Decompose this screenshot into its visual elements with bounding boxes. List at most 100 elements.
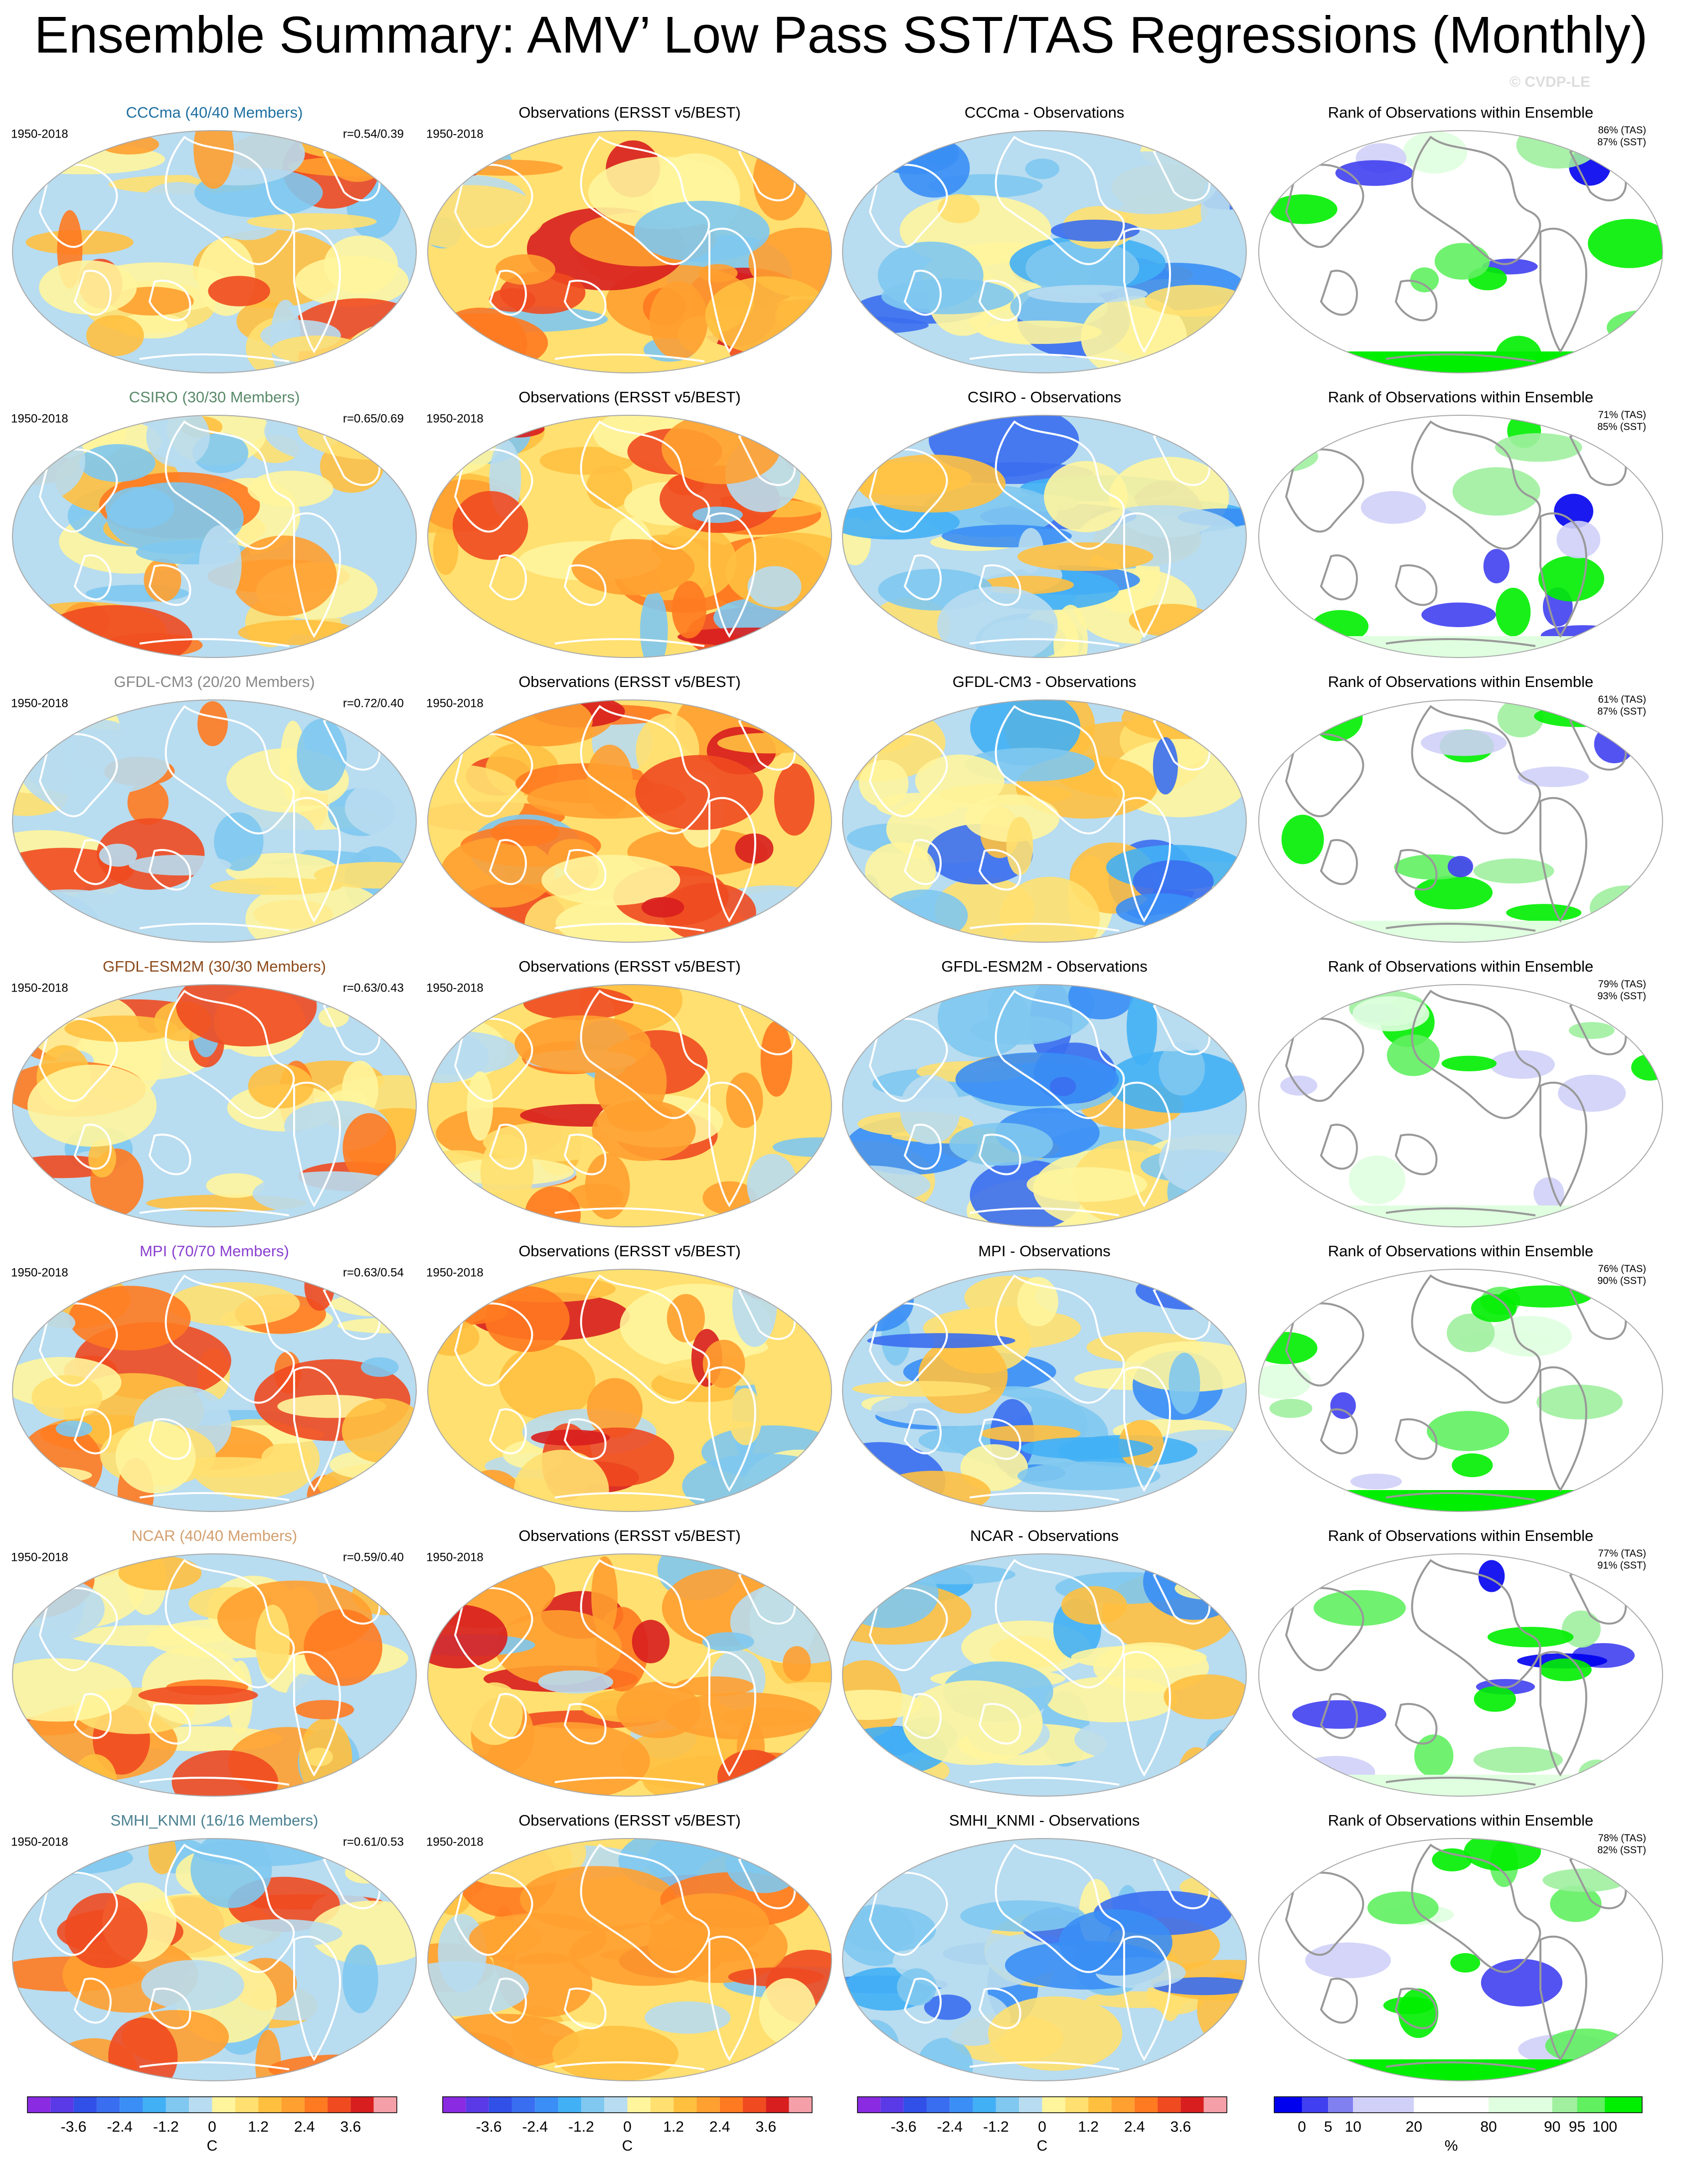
map-patch: [1539, 1658, 1592, 1681]
map-outline: [427, 1838, 832, 2081]
map-field: [842, 1554, 1246, 1796]
map-patch: [1025, 240, 1140, 296]
map-patch: [980, 1425, 1081, 1442]
map-patch: [15, 2021, 73, 2057]
map-patch: [1173, 1556, 1228, 1583]
correlation: r=0.65/0.69: [343, 412, 404, 425]
obs-period: 1950-2018: [426, 1835, 484, 1848]
map-patch: [1578, 1759, 1616, 1788]
map-panel: [427, 1838, 832, 2081]
colorbar-swatch: [1328, 2097, 1353, 2113]
colorbar-label: 0: [623, 2119, 632, 2135]
map-outline: [12, 1269, 417, 1512]
map-patch: [726, 1072, 763, 1128]
map-patch: [674, 1676, 754, 1696]
map-patch: [842, 1561, 939, 1628]
map-patch: [524, 1186, 581, 1227]
map-patch: [842, 1757, 906, 1795]
map-patch: [842, 883, 881, 928]
colorbar-swatch: [143, 2097, 166, 2113]
map-patch: [344, 778, 416, 838]
map-patch: [918, 1338, 1008, 1414]
map-patch: [568, 1183, 624, 1210]
map-panel: [427, 1269, 832, 1512]
colorbar-swatch: [1158, 2097, 1181, 2113]
map-patch: [86, 315, 144, 356]
map-outline: [12, 1553, 417, 1797]
map-patch: [210, 877, 342, 895]
model-title: GFDL-CM3 (20/20 Members): [114, 673, 315, 690]
colorbar-label: -1.2: [568, 2119, 594, 2135]
map-patch: [645, 2001, 731, 2034]
map-patch: [1017, 1277, 1058, 1327]
map-outline: [1258, 699, 1663, 943]
map-patch: [1006, 817, 1033, 875]
colorbar-swatch: [189, 2097, 212, 2113]
map-field: [428, 131, 832, 373]
map-outline: [1258, 984, 1663, 1227]
map-field: [12, 985, 416, 1227]
map-patch: [858, 760, 909, 808]
map-panel: [12, 1553, 417, 1797]
map-patch: [1049, 1077, 1076, 1096]
map-patch: [514, 1015, 651, 1073]
colorbar-label: 1.2: [248, 2119, 269, 2135]
map-patch: [193, 1839, 332, 1866]
map-patch: [552, 2025, 678, 2081]
map-panel: [427, 415, 832, 658]
map-panel: [842, 699, 1247, 943]
map-patch: [17, 1424, 103, 1505]
model-period: 1950-2018: [11, 1550, 68, 1564]
map-patch: [960, 1900, 1085, 1932]
map-field: [842, 700, 1246, 942]
map-field: [842, 131, 1246, 373]
map-outline: [12, 699, 417, 943]
map-patch: [1545, 2028, 1629, 2063]
colorbar-swatch: [511, 2097, 535, 2113]
map-patch: [1496, 587, 1531, 637]
map-patch: [247, 213, 377, 230]
colorbar-label: 95: [1569, 2119, 1585, 2135]
map-field: [12, 1554, 416, 1796]
obs-period: 1950-2018: [426, 981, 484, 995]
map-patch: [148, 1839, 176, 1874]
map-patch: [732, 1269, 777, 1347]
map-field: [428, 415, 832, 658]
colorbar-swatch: [1042, 2097, 1065, 2113]
map-patch: [1614, 150, 1652, 167]
colorbar-swatch: [258, 2097, 282, 2113]
map-patch: [988, 1996, 1123, 2071]
map-patch: [197, 701, 228, 746]
map-patch: [108, 2017, 178, 2081]
map-patch: [1026, 1167, 1147, 1202]
map-patch: [138, 1685, 258, 1705]
map-patch: [702, 1340, 745, 1388]
map-patch: [941, 524, 1072, 547]
colorbar-label: 0: [1298, 2119, 1306, 2135]
map-patch: [1383, 1997, 1434, 2015]
diff-title: NCAR - Observations: [970, 1527, 1119, 1544]
rank-title: Rank of Observations within Ensemble: [1328, 673, 1593, 690]
correlation: r=0.63/0.43: [343, 981, 404, 995]
map-patch: [523, 987, 634, 1020]
colorbar-label: 20: [1406, 2119, 1422, 2135]
map-patch: [760, 1021, 793, 1097]
rank-title: Rank of Observations within Ensemble: [1328, 388, 1593, 406]
colorbar-swatch: [766, 2097, 789, 2113]
map-patch: [255, 2029, 281, 2081]
colorbar-swatch: [789, 2097, 812, 2113]
map-patch: [1447, 1314, 1495, 1352]
colorbar-swatch: [857, 2097, 881, 2113]
map-patch: [698, 264, 738, 283]
map-patch: [1490, 1050, 1555, 1079]
colorbar-swatch: [1489, 2097, 1552, 2113]
map-patch: [99, 843, 137, 867]
copyright: © CVDP-LE: [1510, 74, 1590, 90]
correlation: r=0.54/0.39: [343, 127, 404, 141]
map-patch: [55, 1420, 93, 1437]
map-patch: [632, 1620, 670, 1664]
map-patch: [1330, 1392, 1356, 1419]
map-patch: [428, 1604, 507, 1669]
map-patch: [341, 1398, 416, 1463]
